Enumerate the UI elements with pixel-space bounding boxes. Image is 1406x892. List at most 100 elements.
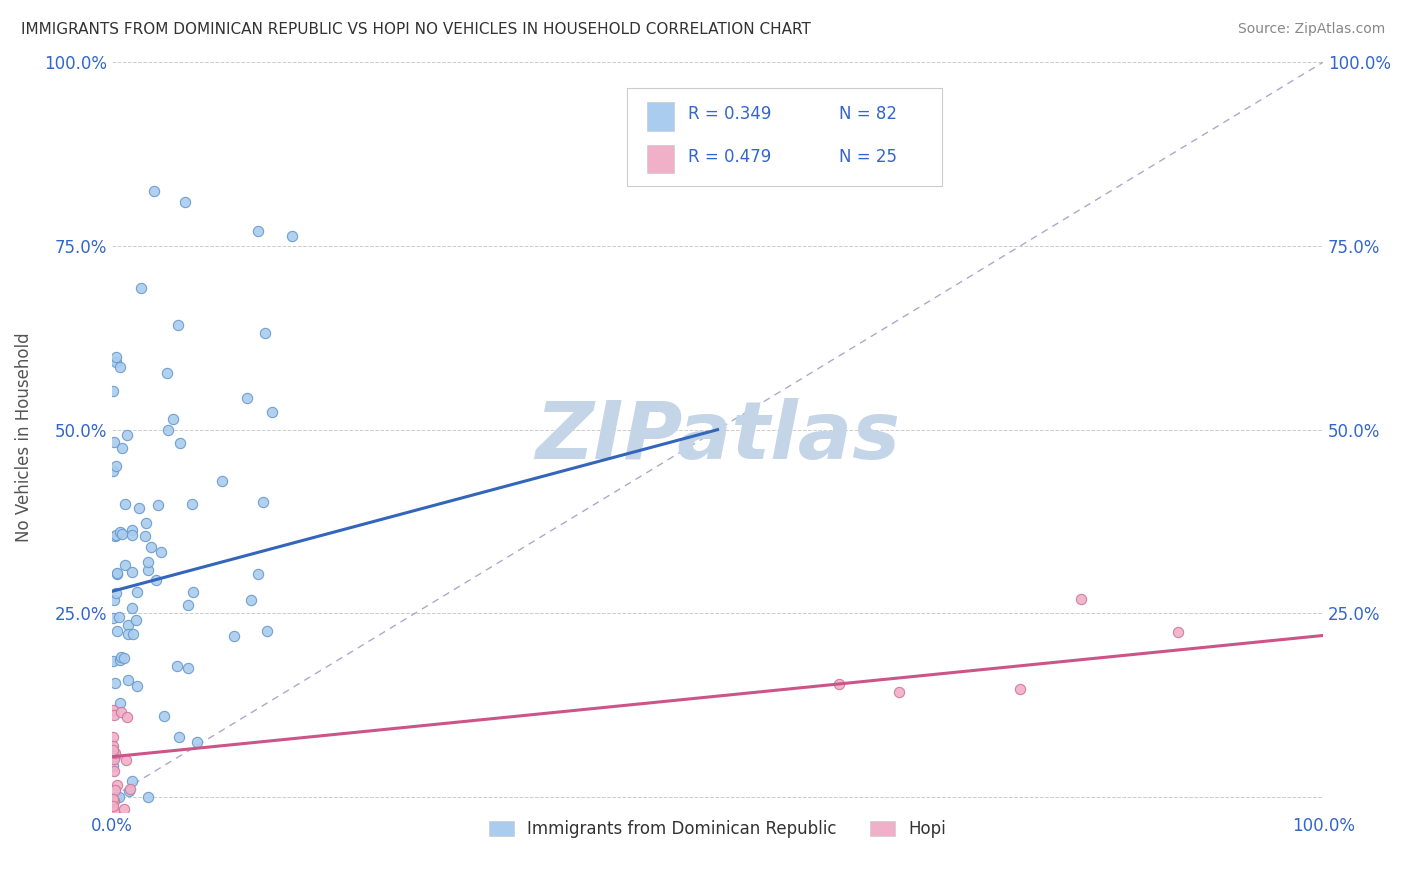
Point bbox=[103, 434, 125, 449]
Point bbox=[177, 598, 200, 612]
Point bbox=[262, 405, 284, 419]
Point bbox=[104, 528, 127, 542]
Point bbox=[121, 523, 143, 537]
Point bbox=[136, 556, 159, 570]
Point bbox=[246, 224, 269, 238]
Text: Source: ZipAtlas.com: Source: ZipAtlas.com bbox=[1237, 22, 1385, 37]
Point bbox=[107, 790, 129, 805]
FancyBboxPatch shape bbox=[647, 145, 673, 173]
Point bbox=[101, 730, 124, 744]
Point bbox=[136, 563, 159, 577]
Point bbox=[124, 613, 146, 627]
Text: ZIPatlas: ZIPatlas bbox=[536, 398, 900, 476]
Point bbox=[115, 710, 138, 724]
Point bbox=[280, 228, 302, 243]
Point bbox=[246, 566, 269, 581]
Text: IMMIGRANTS FROM DOMINICAN REPUBLIC VS HOPI NO VEHICLES IN HOUSEHOLD CORRELATION : IMMIGRANTS FROM DOMINICAN REPUBLIC VS HO… bbox=[21, 22, 811, 37]
Point bbox=[101, 759, 124, 773]
Point bbox=[103, 804, 125, 818]
Point bbox=[103, 384, 125, 398]
Point bbox=[256, 624, 278, 639]
Point bbox=[104, 749, 127, 764]
Point bbox=[105, 790, 128, 805]
Text: R = 0.479: R = 0.479 bbox=[689, 148, 772, 166]
Point bbox=[108, 653, 131, 667]
Point bbox=[125, 680, 148, 694]
Point bbox=[211, 475, 233, 489]
Point bbox=[105, 567, 128, 582]
Point bbox=[129, 281, 152, 295]
Point bbox=[177, 661, 200, 675]
Point bbox=[114, 753, 136, 767]
Point bbox=[117, 673, 139, 688]
Point bbox=[166, 318, 188, 333]
FancyBboxPatch shape bbox=[627, 88, 942, 186]
Point bbox=[120, 782, 142, 797]
Point bbox=[166, 659, 188, 673]
Point bbox=[156, 423, 179, 437]
Point bbox=[252, 494, 274, 508]
Point bbox=[162, 412, 184, 426]
Point bbox=[112, 802, 135, 816]
FancyBboxPatch shape bbox=[647, 103, 673, 131]
Point bbox=[103, 464, 125, 478]
Point bbox=[121, 773, 143, 788]
Point bbox=[236, 392, 259, 406]
Point bbox=[103, 707, 125, 722]
Point bbox=[253, 326, 276, 340]
Point bbox=[114, 558, 136, 572]
Point bbox=[105, 351, 128, 365]
Point bbox=[111, 526, 134, 541]
Point bbox=[1167, 625, 1189, 640]
Point bbox=[117, 627, 139, 641]
Point bbox=[121, 566, 143, 580]
Point bbox=[167, 730, 190, 744]
Point bbox=[114, 497, 136, 511]
Point bbox=[107, 778, 129, 792]
Point bbox=[136, 790, 159, 805]
Point bbox=[110, 650, 132, 665]
Point bbox=[105, 624, 128, 638]
Point bbox=[101, 743, 124, 757]
Point bbox=[104, 528, 127, 542]
Point bbox=[117, 618, 139, 632]
Point bbox=[156, 366, 179, 380]
Point bbox=[224, 629, 246, 643]
Point bbox=[827, 677, 849, 691]
Point bbox=[181, 496, 204, 510]
Legend: Immigrants from Dominican Republic, Hopi: Immigrants from Dominican Republic, Hopi bbox=[482, 814, 953, 845]
Point bbox=[104, 783, 127, 797]
Point bbox=[105, 586, 128, 600]
Y-axis label: No Vehicles in Household: No Vehicles in Household bbox=[15, 332, 32, 541]
Point bbox=[121, 600, 143, 615]
Point bbox=[169, 435, 191, 450]
Point bbox=[105, 566, 128, 581]
Point bbox=[112, 651, 135, 665]
Point bbox=[134, 529, 156, 543]
Point bbox=[121, 627, 143, 641]
Point bbox=[121, 528, 143, 542]
Point bbox=[103, 752, 125, 766]
Point bbox=[103, 593, 125, 607]
Text: R = 0.349: R = 0.349 bbox=[689, 104, 772, 123]
Point bbox=[103, 792, 125, 806]
Point bbox=[108, 610, 131, 624]
Point bbox=[108, 359, 131, 374]
Point bbox=[150, 545, 173, 559]
Point bbox=[115, 428, 138, 442]
Point bbox=[108, 696, 131, 710]
Text: N = 25: N = 25 bbox=[838, 148, 897, 166]
Point bbox=[145, 573, 167, 587]
Text: N = 82: N = 82 bbox=[838, 104, 897, 123]
Point bbox=[111, 441, 134, 455]
Point bbox=[110, 705, 132, 719]
Point bbox=[103, 764, 125, 778]
Point bbox=[104, 746, 127, 760]
Point bbox=[139, 540, 162, 554]
Point bbox=[143, 184, 166, 198]
Point bbox=[101, 611, 124, 625]
Point bbox=[1010, 682, 1032, 697]
Point bbox=[127, 585, 149, 599]
Point bbox=[128, 500, 150, 515]
Point bbox=[181, 585, 204, 599]
